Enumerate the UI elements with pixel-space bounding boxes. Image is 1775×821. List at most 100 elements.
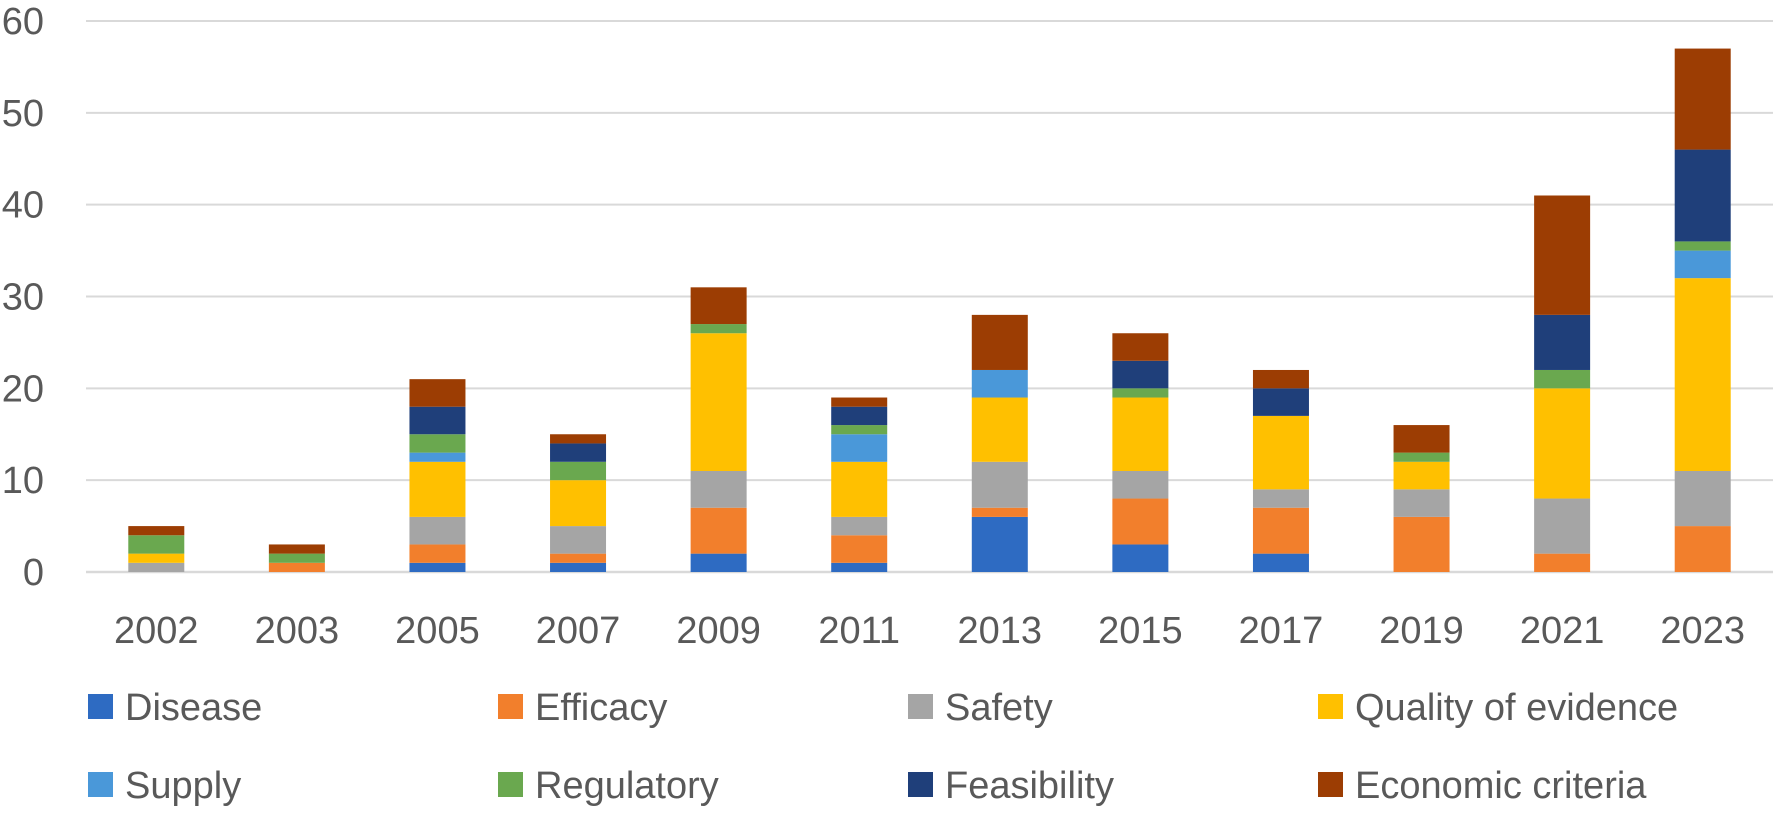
bar-segment-economic-criteria-2011[interactable] xyxy=(831,397,888,407)
bar-segment-regulatory-2015[interactable] xyxy=(1112,388,1169,398)
bar-segment-efficacy-2011[interactable] xyxy=(831,535,888,563)
bar-segment-quality-of-evidence-2009[interactable] xyxy=(690,333,747,471)
bar-segment-disease-2013[interactable] xyxy=(971,516,1028,572)
x-tick-label: 2017 xyxy=(1239,610,1324,652)
bar-segment-feasibility-2015[interactable] xyxy=(1112,360,1169,389)
legend: Disease Efficacy Safety Quality of evidence… xyxy=(88,687,1678,807)
bar-segment-disease-2011[interactable] xyxy=(831,562,888,572)
bar-segment-economic-criteria-2017[interactable] xyxy=(1252,369,1309,389)
bar-segment-safety-2017[interactable] xyxy=(1252,489,1309,508)
bar-segment-regulatory-2007[interactable] xyxy=(550,461,607,481)
legend-label: Regulatory xyxy=(535,765,719,807)
bar-segment-safety-2019[interactable] xyxy=(1393,489,1450,517)
bar-segment-regulatory-2002[interactable] xyxy=(128,535,185,554)
bar-segment-regulatory-2023[interactable] xyxy=(1674,241,1731,251)
bar-segment-quality-of-evidence-2017[interactable] xyxy=(1252,415,1309,490)
bar-segment-quality-of-evidence-2005[interactable] xyxy=(409,461,466,517)
x-tick-label: 2002 xyxy=(114,610,199,652)
bar-segment-supply-2005[interactable] xyxy=(409,452,466,462)
bar-segment-supply-2013[interactable] xyxy=(971,369,1028,398)
x-tick-label: 2015 xyxy=(1098,610,1183,652)
bar-segment-economic-criteria-2003[interactable] xyxy=(268,544,325,554)
legend-label: Economic criteria xyxy=(1355,765,1647,807)
bar-segment-efficacy-2009[interactable] xyxy=(690,507,747,554)
bar-segment-economic-criteria-2005[interactable] xyxy=(409,379,466,407)
bar-segment-efficacy-2021[interactable] xyxy=(1534,553,1591,572)
bar-segment-efficacy-2019[interactable] xyxy=(1393,516,1450,572)
legend-item-economic-criteria[interactable]: Economic criteria xyxy=(1318,765,1647,807)
bar-segment-disease-2009[interactable] xyxy=(690,553,747,572)
y-tick-label: 60 xyxy=(2,1,44,43)
bar-segment-economic-criteria-2019[interactable] xyxy=(1393,425,1450,453)
bar-segment-disease-2017[interactable] xyxy=(1252,553,1309,572)
bar-segment-efficacy-2017[interactable] xyxy=(1252,507,1309,554)
bar-segment-safety-2002[interactable] xyxy=(128,562,185,572)
bar-segment-regulatory-2021[interactable] xyxy=(1534,369,1591,389)
x-tick-label: 2021 xyxy=(1520,610,1605,652)
legend-swatch xyxy=(88,694,113,719)
bar-segment-safety-2009[interactable] xyxy=(690,470,747,508)
legend-label: Efficacy xyxy=(535,687,667,729)
bar-segment-regulatory-2009[interactable] xyxy=(690,324,747,334)
bar-segment-safety-2007[interactable] xyxy=(550,526,607,554)
bar-segment-economic-criteria-2023[interactable] xyxy=(1674,48,1731,150)
legend-item-quality-of-evidence[interactable]: Quality of evidence xyxy=(1318,687,1678,729)
bar-segment-feasibility-2005[interactable] xyxy=(409,406,466,435)
bar-segment-safety-2015[interactable] xyxy=(1112,470,1169,499)
bar-segment-quality-of-evidence-2013[interactable] xyxy=(971,397,1028,462)
bar-segment-economic-criteria-2007[interactable] xyxy=(550,434,607,444)
legend-item-efficacy[interactable]: Efficacy xyxy=(498,687,667,729)
bar-segment-economic-criteria-2015[interactable] xyxy=(1112,333,1169,361)
bar-segment-disease-2015[interactable] xyxy=(1112,544,1169,572)
bar-segment-quality-of-evidence-2007[interactable] xyxy=(550,480,607,527)
bar-segment-efficacy-2023[interactable] xyxy=(1674,526,1731,572)
legend-item-feasibility[interactable]: Feasibility xyxy=(908,765,1114,807)
bar-segment-quality-of-evidence-2023[interactable] xyxy=(1674,278,1731,471)
bar-segment-efficacy-2005[interactable] xyxy=(409,544,466,563)
bar-segment-efficacy-2003[interactable] xyxy=(268,562,325,572)
bar-segment-supply-2023[interactable] xyxy=(1674,250,1731,279)
bar-segment-disease-2007[interactable] xyxy=(550,562,607,572)
bar-segment-efficacy-2015[interactable] xyxy=(1112,498,1169,545)
legend-item-regulatory[interactable]: Regulatory xyxy=(498,765,719,807)
bar-segment-disease-2005[interactable] xyxy=(409,562,466,572)
y-tick-label: 20 xyxy=(2,368,44,410)
bar-segment-regulatory-2011[interactable] xyxy=(831,425,888,435)
legend-item-safety[interactable]: Safety xyxy=(908,687,1053,729)
legend-item-disease[interactable]: Disease xyxy=(88,687,262,729)
bar-segment-efficacy-2007[interactable] xyxy=(550,553,607,563)
bar-segment-safety-2021[interactable] xyxy=(1534,498,1591,554)
y-tick-label: 50 xyxy=(2,93,44,135)
bar-segment-regulatory-2003[interactable] xyxy=(268,553,325,563)
bar-segment-quality-of-evidence-2015[interactable] xyxy=(1112,397,1169,471)
bar-segment-economic-criteria-2021[interactable] xyxy=(1534,195,1591,315)
bar-segment-feasibility-2017[interactable] xyxy=(1252,388,1309,416)
bar-segment-quality-of-evidence-2019[interactable] xyxy=(1393,461,1450,490)
bar-segment-safety-2013[interactable] xyxy=(971,461,1028,508)
bar-segment-economic-criteria-2002[interactable] xyxy=(128,526,185,536)
bar-segment-economic-criteria-2009[interactable] xyxy=(690,287,747,325)
bar-segment-quality-of-evidence-2002[interactable] xyxy=(128,553,185,563)
bar-segment-feasibility-2007[interactable] xyxy=(550,443,607,462)
bar-segment-supply-2011[interactable] xyxy=(831,434,888,462)
y-tick-label: 30 xyxy=(2,277,44,319)
bar-segment-quality-of-evidence-2011[interactable] xyxy=(831,461,888,517)
legend-label: Disease xyxy=(125,687,262,729)
legend-item-supply[interactable]: Supply xyxy=(88,765,241,807)
bar-segment-feasibility-2023[interactable] xyxy=(1674,149,1731,242)
legend-swatch xyxy=(498,772,523,797)
legend-label: Supply xyxy=(125,765,241,807)
bar-segment-regulatory-2019[interactable] xyxy=(1393,452,1450,462)
bar-segment-efficacy-2013[interactable] xyxy=(971,507,1028,517)
bar-segment-feasibility-2011[interactable] xyxy=(831,406,888,426)
legend-label: Feasibility xyxy=(945,765,1114,807)
bar-segment-safety-2023[interactable] xyxy=(1674,470,1731,527)
bar-segment-economic-criteria-2013[interactable] xyxy=(971,314,1028,370)
bar-segment-safety-2005[interactable] xyxy=(409,516,466,545)
bar-segment-regulatory-2005[interactable] xyxy=(409,434,466,453)
bar-segment-quality-of-evidence-2021[interactable] xyxy=(1534,388,1591,499)
bar-segment-safety-2011[interactable] xyxy=(831,516,888,536)
bar-segment-feasibility-2021[interactable] xyxy=(1534,314,1591,370)
legend-swatch xyxy=(908,694,933,719)
